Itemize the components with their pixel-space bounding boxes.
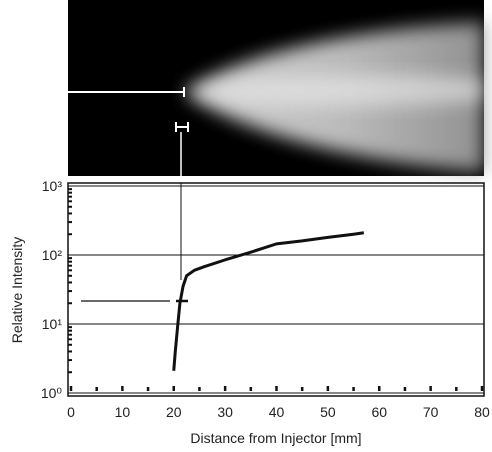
y-axis-label: Relative Intensity [9, 237, 25, 344]
x-tick-label: 20 [166, 404, 182, 420]
x-axis-label: Distance from Injector [mm] [190, 430, 361, 446]
x-tick-label: 10 [115, 404, 131, 420]
plot-frame [67, 182, 485, 397]
x-tick-label: 40 [269, 404, 285, 420]
annotation [81, 183, 188, 303]
y-tick-label: 10² [42, 247, 63, 263]
x-tick-label: 80 [474, 404, 490, 420]
spray-image [68, 0, 484, 176]
x-tick-label: 30 [217, 404, 233, 420]
x-tick-label: 60 [371, 404, 387, 420]
x-tick-label: 70 [423, 404, 439, 420]
x-tick-label: 50 [320, 404, 336, 420]
data-line [172, 231, 365, 371]
y-tick-label: 10¹ [42, 316, 63, 332]
x-tick-label: 0 [67, 404, 75, 420]
y-tick-label: 10⁰ [41, 385, 63, 401]
y-tick-label: 10³ [42, 178, 63, 194]
